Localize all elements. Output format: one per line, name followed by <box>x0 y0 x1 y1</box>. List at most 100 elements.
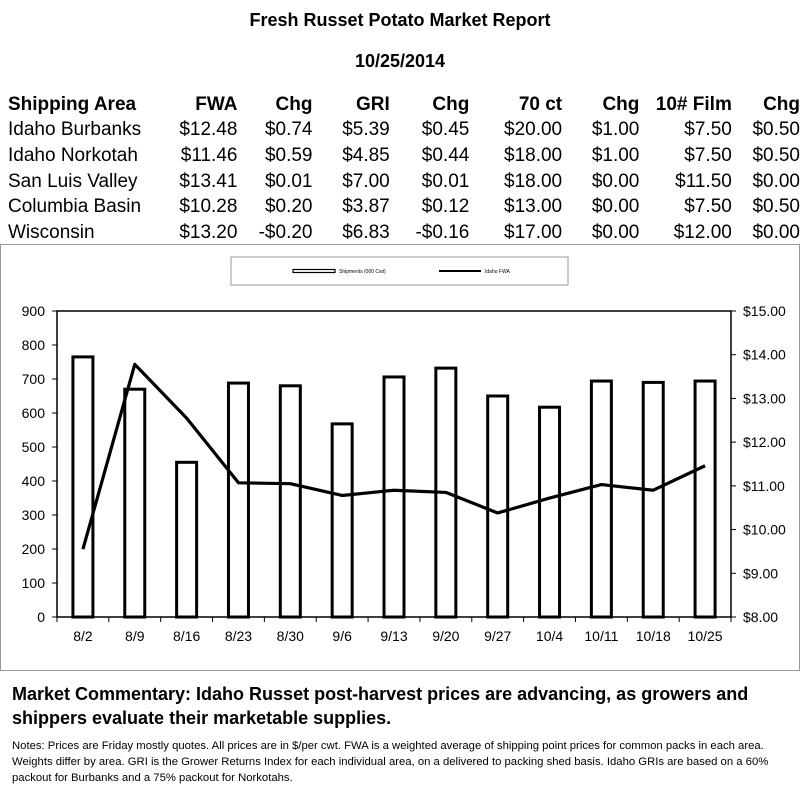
table-row: San Luis Valley $13.41 $0.01 $7.00 $0.01… <box>8 169 800 195</box>
table-row: Wisconsin $13.20 -$0.20 $6.83 -$0.16 $17… <box>8 220 800 246</box>
shipment-bar <box>330 422 354 619</box>
report-date: 10/25/2014 <box>354 51 446 71</box>
cell-fwa: $13.20 <box>179 221 238 243</box>
header-fwa: FWA <box>195 93 238 115</box>
y-right-tick-label: $8.00 <box>743 609 778 625</box>
x-tick-label: 10/25 <box>688 628 723 644</box>
cell-fwa-chg: $0.01 <box>264 170 313 192</box>
legend-bar-swatch <box>292 268 336 274</box>
x-tick-label: 10/18 <box>636 628 671 644</box>
y-right-tick-label: $12.00 <box>743 434 786 450</box>
legend-box <box>230 256 569 286</box>
cell-70ct-chg: $0.00 <box>591 170 640 192</box>
cell-fwa: $13.41 <box>179 170 238 192</box>
cell-10-film: $7.50 <box>684 119 732 141</box>
y-right-tick-label: $13.00 <box>743 390 786 406</box>
cell-gri-chg: $0.45 <box>421 119 470 141</box>
table-row: Idaho Burbanks $12.48 $0.74 $5.39 $0.45 … <box>8 118 800 144</box>
header-70ct-chg: Chg <box>602 93 640 115</box>
y-left-tick-label: 900 <box>22 303 46 319</box>
header-gri-chg: Chg <box>432 93 470 115</box>
cell-gri: $5.39 <box>342 119 390 141</box>
y-right-tick-label: $15.00 <box>743 303 786 319</box>
cell-area: Idaho Norkotah <box>8 144 138 166</box>
cell-gri-chg: $0.01 <box>421 170 470 192</box>
x-tick-label: 9/27 <box>484 628 511 644</box>
x-tick-label: 8/30 <box>277 628 304 644</box>
cell-70ct-chg: $0.00 <box>591 196 640 218</box>
cell-gri-chg: -$0.16 <box>415 221 470 243</box>
x-tick-label: 8/23 <box>225 628 252 644</box>
shipment-bar <box>538 405 562 619</box>
table-row: Idaho Norkotah $11.46 $0.59 $4.85 $0.44 … <box>8 143 800 169</box>
cell-area: Idaho Burbanks <box>8 119 142 141</box>
cell-10-film: $12.00 <box>673 221 732 243</box>
cell-gri: $4.85 <box>342 144 390 166</box>
cell-fwa-chg: -$0.20 <box>258 221 313 243</box>
cell-70ct: $17.00 <box>504 221 563 243</box>
report-title: Fresh Russet Potato Market Report <box>249 10 551 30</box>
x-tick-label: 8/9 <box>125 628 145 644</box>
cell-70ct: $18.00 <box>504 170 563 192</box>
cell-gri: $7.00 <box>342 170 390 192</box>
y-left-tick-label: 700 <box>22 371 46 387</box>
cell-70ct-chg: $1.00 <box>591 144 640 166</box>
shipment-bar <box>641 380 665 619</box>
shipment-bar <box>175 460 199 619</box>
y-right-tick-label: $11.00 <box>743 478 785 494</box>
x-tick-label: 9/13 <box>380 628 407 644</box>
y-left-tick-label: 200 <box>22 541 46 557</box>
y-left-tick-label: 500 <box>22 439 46 455</box>
x-tick-label: 9/20 <box>432 628 459 644</box>
cell-gri: $6.83 <box>342 221 390 243</box>
cell-10-film-chg: $0.00 <box>752 170 800 192</box>
shipment-bar <box>486 394 510 619</box>
cell-gri-chg: $0.44 <box>421 144 470 166</box>
table-row: Columbia Basin $10.28 $0.20 $3.87 $0.12 … <box>8 194 800 220</box>
header-70ct: 70 ct <box>518 93 563 115</box>
shipment-bar <box>71 355 95 619</box>
shipment-bar <box>278 384 302 619</box>
cell-10-film-chg: $0.00 <box>752 221 800 243</box>
cell-fwa-chg: $0.59 <box>264 144 313 166</box>
notes-text: Notes: Prices are Friday mostly quotes. … <box>12 740 769 784</box>
cell-10-film-chg: $0.50 <box>752 144 800 166</box>
y-left-tick-label: 600 <box>22 405 46 421</box>
chart-container: Shipments (000 Cwt) Idaho FWA 0 100 200 300 40… <box>0 244 800 671</box>
header-shipping-area: Shipping Area <box>8 93 137 115</box>
y-left-tick-label: 800 <box>22 337 46 353</box>
cell-fwa-chg: $0.20 <box>264 196 313 218</box>
cell-10-film: $7.50 <box>684 144 732 166</box>
cell-10-film: $7.50 <box>684 196 732 218</box>
cell-area: Wisconsin <box>8 221 95 243</box>
cell-10-film-chg: $0.50 <box>752 196 800 218</box>
cell-70ct-chg: $1.00 <box>591 119 640 141</box>
cell-fwa-chg: $0.74 <box>264 119 313 141</box>
cell-fwa: $12.48 <box>179 119 238 141</box>
cell-area: San Luis Valley <box>8 170 138 192</box>
x-tick-label: 10/11 <box>584 628 618 644</box>
cell-gri: $3.87 <box>342 196 390 218</box>
table-header-row: Shipping Area FWA Chg GRI Chg 70 ct Chg … <box>8 92 800 118</box>
cell-gri-chg: $0.12 <box>421 196 470 218</box>
y-right-tick-label: $14.00 <box>743 347 786 363</box>
y-right-tick-label: $9.00 <box>743 565 778 581</box>
cell-fwa: $10.28 <box>179 196 238 218</box>
shipment-bar <box>693 379 717 619</box>
x-tick-label: 9/6 <box>332 628 352 644</box>
cell-70ct: $20.00 <box>504 119 563 141</box>
header-gri: GRI <box>355 93 390 115</box>
market-commentary: Market Commentary: Idaho Russet post-har… <box>12 684 749 728</box>
shipment-bar <box>226 381 250 619</box>
x-tick-label: 8/2 <box>73 628 93 644</box>
x-tick-label: 10/4 <box>536 628 563 644</box>
cell-fwa: $11.46 <box>180 144 238 166</box>
cell-70ct-chg: $0.00 <box>591 221 640 243</box>
legend-label-idaho-fwa: Idaho FWA <box>485 269 510 275</box>
cell-70ct: $18.00 <box>504 144 563 166</box>
cell-70ct: $13.00 <box>504 196 563 218</box>
header-fwa-chg: Chg <box>275 93 313 115</box>
header-10-film: 10# Film <box>655 93 732 115</box>
idaho-fwa-line <box>81 362 706 550</box>
y-left-tick-label: 300 <box>22 507 46 523</box>
